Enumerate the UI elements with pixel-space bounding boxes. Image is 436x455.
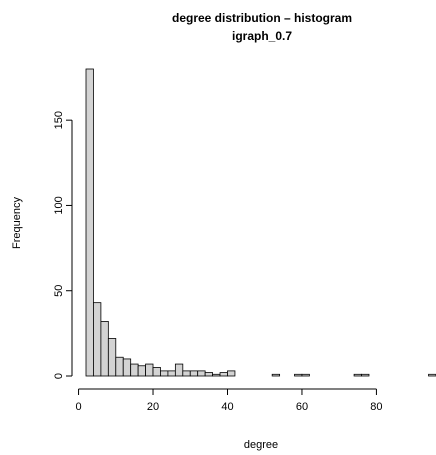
histogram-bar	[107, 338, 117, 377]
x-tick-label: 60	[296, 401, 308, 413]
histogram-bar	[85, 68, 94, 377]
x-tick-label: 0	[75, 401, 81, 413]
x-axis-label: degree	[244, 439, 278, 451]
histogram-bar	[145, 363, 154, 377]
chart-subtitle: igraph_0.7	[232, 29, 292, 43]
histogram-bar	[160, 370, 169, 377]
x-axis: 0 20 40 60 80	[75, 388, 383, 413]
histogram-bar	[122, 358, 132, 377]
histogram-bar	[294, 373, 303, 377]
histogram-bar	[212, 373, 221, 377]
y-tick-label: 50	[53, 285, 65, 297]
x-tick-label: 20	[147, 401, 159, 413]
histogram-bar	[189, 370, 199, 377]
histogram-bar	[167, 370, 176, 377]
histogram-bar	[428, 373, 436, 377]
histogram-bar	[174, 363, 184, 377]
histogram-bar	[93, 302, 102, 377]
x-tick-label: 80	[370, 401, 382, 413]
y-tick-label: 100	[53, 196, 65, 214]
y-axis: 0 50 100 150	[53, 111, 73, 379]
y-tick-label: 150	[53, 111, 65, 129]
histogram-bar	[152, 367, 161, 377]
histogram-bar	[115, 356, 124, 377]
x-tick-label: 40	[221, 401, 233, 413]
histogram-bar	[130, 363, 139, 377]
histogram-bar	[137, 365, 146, 377]
histogram-bar	[197, 370, 206, 377]
y-axis-label: Frequency	[11, 197, 23, 249]
histogram-bar	[353, 373, 362, 377]
histogram-bar	[301, 373, 310, 377]
histogram-bar	[227, 370, 236, 377]
y-tick-label: 0	[53, 373, 65, 379]
histogram-bar	[271, 373, 281, 377]
histogram-bar	[204, 372, 213, 377]
chart-title: degree distribution – histogram	[172, 11, 352, 25]
histogram-bar	[361, 373, 370, 377]
histogram-bar	[100, 321, 109, 377]
histogram-bar	[219, 372, 228, 377]
bars-group	[85, 68, 436, 377]
histogram-bar	[182, 370, 191, 377]
